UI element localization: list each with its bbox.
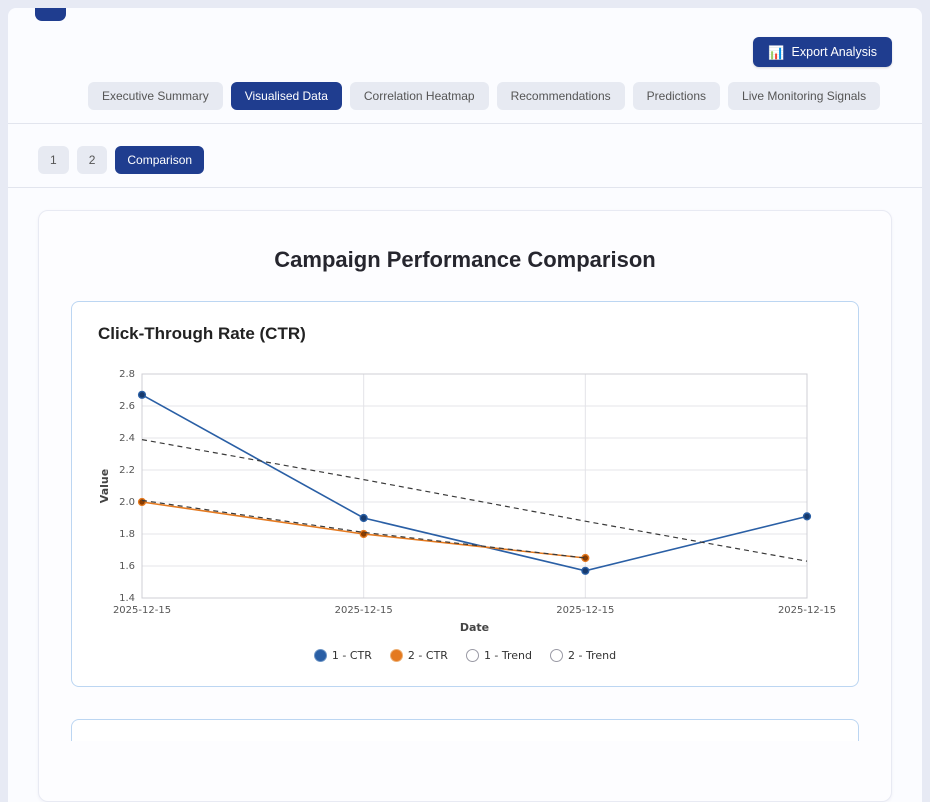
next-chart-card-peek (71, 719, 859, 741)
bar-chart-icon: 📊 (768, 44, 785, 60)
comparison-card: Campaign Performance Comparison Click-Th… (38, 210, 892, 802)
svg-text:Date: Date (460, 621, 489, 634)
divider-top (8, 123, 922, 124)
tab-correlation-heatmap[interactable]: Correlation Heatmap (349, 82, 489, 110)
legend-marker (550, 649, 564, 662)
svg-text:2.0: 2.0 (119, 497, 135, 508)
legend-item-2-trend[interactable]: 2 - Trend (550, 649, 616, 662)
tab-recommendations[interactable]: Recommendations (496, 82, 625, 110)
svg-text:1.6: 1.6 (119, 561, 135, 572)
export-analysis-button[interactable]: 📊 Export Analysis (753, 37, 892, 67)
tab-live-monitoring-signals[interactable]: Live Monitoring Signals (728, 82, 881, 110)
legend-marker (389, 649, 403, 662)
legend-marker (465, 649, 479, 662)
legend-label: 1 - Trend (483, 649, 533, 662)
svg-text:2.6: 2.6 (119, 401, 135, 412)
svg-text:2025-12-15: 2025-12-15 (556, 605, 614, 616)
svg-text:2.4: 2.4 (119, 433, 135, 444)
page-title: Campaign Performance Comparison (274, 247, 656, 272)
tab-visualised-data[interactable]: Visualised Data (230, 82, 342, 110)
ctr-chart-card: Click-Through Rate (CTR) 1.4 1.6 1.8 2.0 2.2… (71, 301, 859, 687)
svg-text:2025-12-15: 2025-12-15 (113, 605, 171, 616)
svg-text:2025-12-15: 2025-12-15 (335, 605, 393, 616)
subtab-comparison[interactable]: Comparison (115, 146, 205, 174)
chart-title: Click-Through Rate (CTR) (98, 324, 306, 343)
svg-text:1.8: 1.8 (119, 529, 135, 540)
scrolled-pill-peek[interactable] (35, 8, 66, 21)
svg-text:1.4: 1.4 (119, 593, 135, 604)
app-panel: 📊 Export Analysis Executive Summary Visua… (8, 8, 922, 802)
svg-text:2.8: 2.8 (119, 369, 135, 380)
legend-label: 1 - CTR (331, 649, 372, 662)
subtabs-row: 1 2 Comparison (8, 146, 922, 174)
tab-predictions[interactable]: Predictions (632, 82, 721, 110)
export-analysis-label: Export Analysis (791, 45, 877, 59)
tabs-row: Executive Summary Visualised Data Correlat… (8, 82, 922, 110)
legend-item-2-ctr[interactable]: 2 - CTR (389, 649, 448, 662)
chart-legend: 1 - CTR 2 - CTR 1 - Trend 2 - Trend (96, 649, 834, 662)
subtab-1[interactable]: 1 (38, 146, 69, 174)
chart-container: 1.4 1.6 1.8 2.0 2.2 2.4 2.6 2.8 2025-12-15 2025-1… (96, 358, 836, 645)
divider-bottom (8, 187, 922, 188)
svg-text:2025-12-15: 2025-12-15 (778, 605, 836, 616)
header-row: 📊 Export Analysis (8, 8, 922, 67)
tab-executive-summary[interactable]: Executive Summary (88, 82, 223, 110)
svg-text:Value: Value (98, 469, 111, 503)
legend-marker (313, 649, 327, 662)
svg-text:2.2: 2.2 (119, 465, 135, 476)
subtab-2[interactable]: 2 (76, 146, 108, 174)
legend-label: 2 - Trend (568, 649, 617, 662)
ctr-line-chart: 1.4 1.6 1.8 2.0 2.2 2.4 2.6 2.8 2025-12-15 2025-1… (98, 369, 836, 634)
legend-label: 2 - CTR (407, 649, 448, 662)
legend-item-1-ctr[interactable]: 1 - CTR (313, 649, 372, 662)
legend-item-1-trend[interactable]: 1 - Trend (465, 649, 533, 662)
